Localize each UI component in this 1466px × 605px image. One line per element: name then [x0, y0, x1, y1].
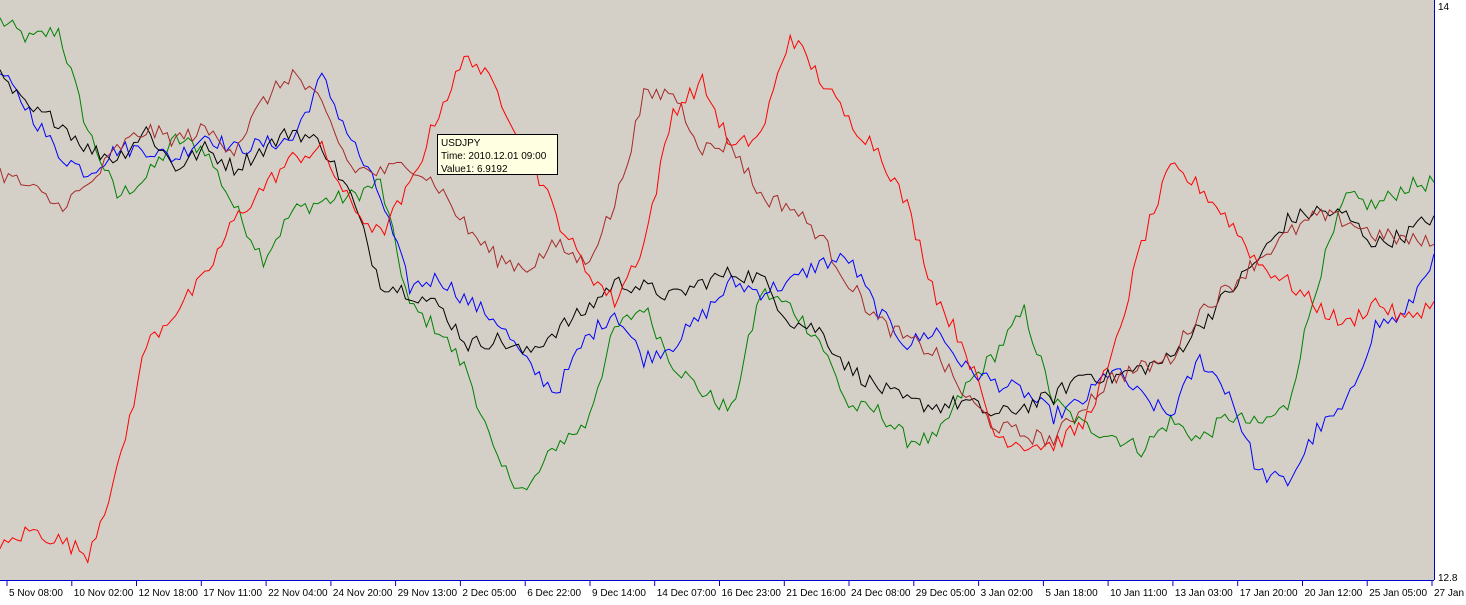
x-tick-label: 17 Nov 11:00: [203, 588, 262, 599]
x-tick-layer: 5 Nov 08:00 10 Nov 02:00 12 Nov 18:00 17 No…: [6, 580, 1466, 599]
x-tick-label: 5 Jan 18:00: [1045, 588, 1098, 599]
x-tick-label: 25 Jan 05:00: [1369, 588, 1427, 599]
data-tooltip: USDJPY Time: 2010.12.01 09:00 Value1: 6.…: [437, 134, 558, 175]
y-tick-label: 14: [1438, 2, 1450, 13]
x-tick-label: 29 Dec 05:00: [916, 588, 976, 599]
x-tick-label: 17 Jan 20:00: [1240, 588, 1298, 599]
tooltip-value: Value1: 6.9192: [441, 164, 508, 175]
x-tick-label: 3 Jan 02:00: [981, 588, 1034, 599]
plot-background: [0, 0, 1434, 580]
x-tick-label: 29 Nov 13:00: [398, 588, 458, 599]
x-tick-label: 2 Dec 05:00: [462, 588, 516, 599]
x-tick-label: 24 Dec 08:00: [851, 588, 911, 599]
x-tick-label: 20 Jan 12:00: [1305, 588, 1363, 599]
series-layer: [0, 17, 1435, 565]
x-tick-label: 13 Jan 03:00: [1175, 588, 1233, 599]
tooltip-symbol: USDJPY: [441, 138, 481, 149]
series-line-1: [0, 17, 1435, 491]
x-tick-label: 24 Nov 20:00: [333, 588, 393, 599]
x-tick-label: 9 Dec 14:00: [592, 588, 646, 599]
x-tick-label: 6 Dec 22:00: [527, 588, 581, 599]
tooltip-time: Time: 2010.12.01 09:00: [441, 151, 547, 162]
series-line-5: [0, 68, 1435, 448]
y-tick-label: 12.8: [1438, 573, 1458, 584]
series-line-3: [0, 69, 1435, 417]
x-tick-label: 27 Jan 21:00: [1434, 588, 1466, 599]
x-tick-label: 22 Nov 04:00: [268, 588, 328, 599]
x-tick-label: 16 Dec 23:00: [722, 588, 782, 599]
x-tick-label: 21 Dec 16:00: [786, 588, 846, 599]
x-tick-label: 10 Jan 11:00: [1110, 588, 1168, 599]
x-tick-label: 12 Nov 18:00: [139, 588, 199, 599]
x-tick-label: 14 Dec 07:00: [657, 588, 717, 599]
series-line-2: [0, 72, 1435, 487]
series-line-4: [0, 33, 1435, 565]
x-tick-label: 5 Nov 08:00: [9, 588, 63, 599]
y-tick-layer: 14 12.8: [1438, 2, 1458, 584]
x-tick-label: 10 Nov 02:00: [74, 588, 134, 599]
